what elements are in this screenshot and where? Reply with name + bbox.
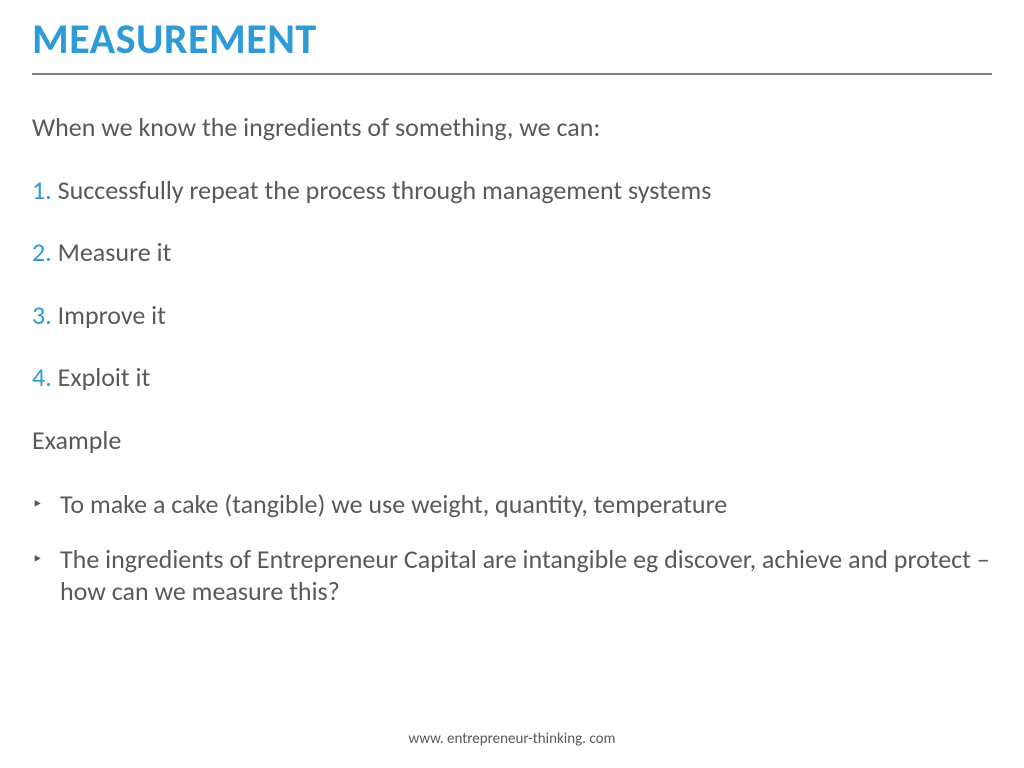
list-text-2: Measure it bbox=[52, 236, 172, 268]
list-text-4: Exploit it bbox=[52, 361, 150, 393]
list-item-3: 3. Improve it bbox=[32, 299, 992, 332]
slide: MEASUREMENT When we know the ingredients… bbox=[0, 0, 1024, 768]
list-text-1: Successfully repeat the process through … bbox=[52, 174, 712, 206]
list-item-2: 2. Measure it bbox=[32, 236, 992, 269]
footer-url: www. entrepreneur-thinking. com bbox=[0, 730, 1024, 748]
slide-body: When we know the ingredients of somethin… bbox=[32, 75, 992, 608]
bullet-icon: ‣ bbox=[32, 488, 60, 516]
list-num-1: 1. bbox=[32, 174, 52, 206]
bullet-text-2: The ingredients of Entrepreneur Capital … bbox=[60, 543, 992, 608]
list-num-2: 2. bbox=[32, 236, 52, 268]
bullet-item-2: ‣ The ingredients of Entrepreneur Capita… bbox=[32, 543, 992, 608]
example-label: Example bbox=[32, 424, 992, 457]
list-item-1: 1. Successfully repeat the process throu… bbox=[32, 174, 992, 207]
intro-text: When we know the ingredients of somethin… bbox=[32, 111, 992, 144]
list-num-3: 3. bbox=[32, 299, 52, 331]
bullet-text-1: To make a cake (tangible) we use weight,… bbox=[60, 488, 992, 521]
bullet-list: ‣ To make a cake (tangible) we use weigh… bbox=[32, 486, 992, 608]
bullet-icon: ‣ bbox=[32, 543, 60, 571]
list-item-4: 4. Exploit it bbox=[32, 361, 992, 394]
list-num-4: 4. bbox=[32, 361, 52, 393]
list-text-3: Improve it bbox=[52, 299, 166, 331]
slide-title: MEASUREMENT bbox=[32, 14, 992, 71]
bullet-item-1: ‣ To make a cake (tangible) we use weigh… bbox=[32, 488, 992, 521]
